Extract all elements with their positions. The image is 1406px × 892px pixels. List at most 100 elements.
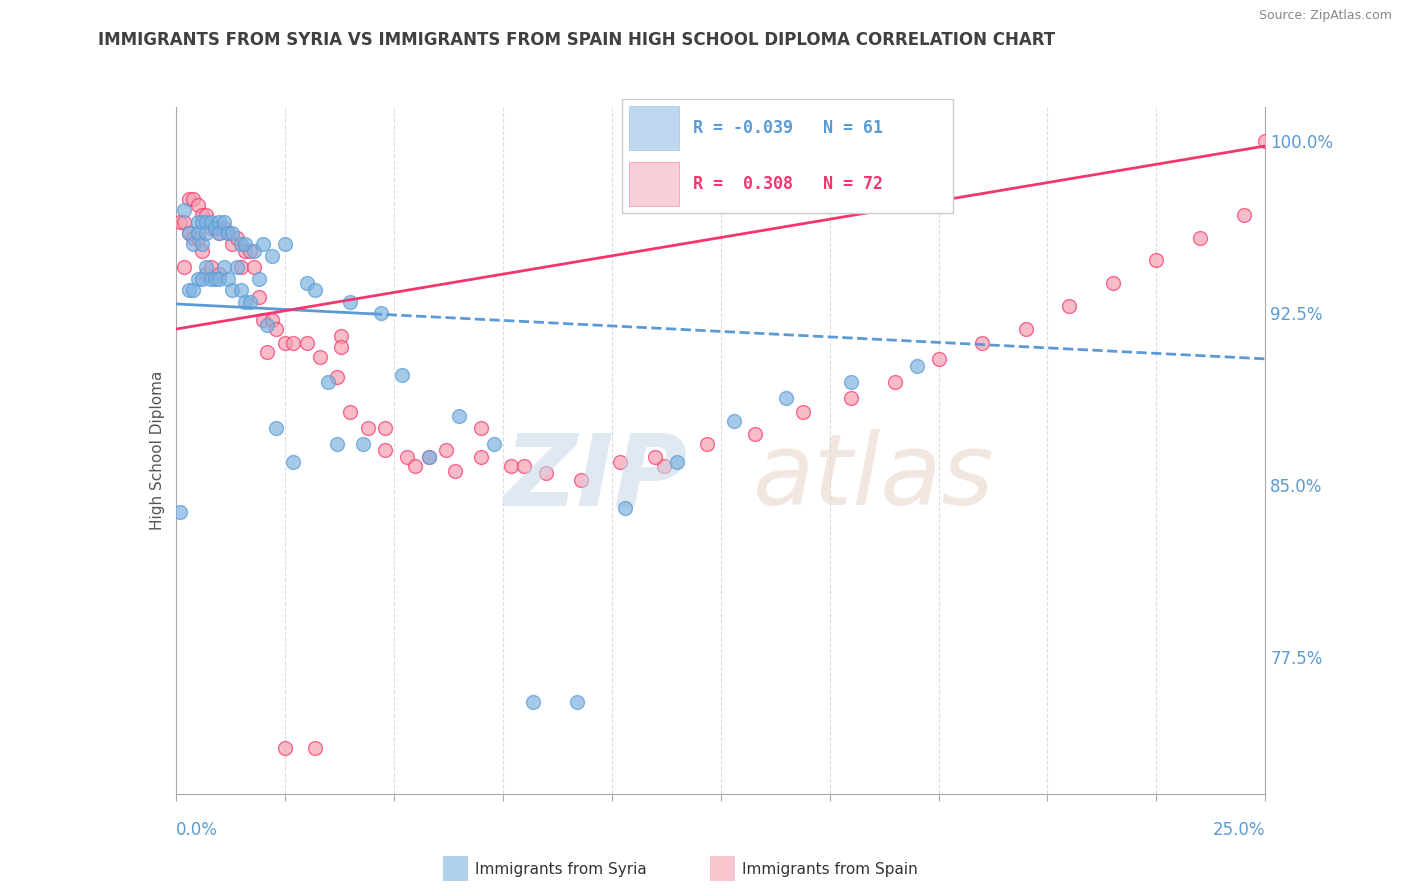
- Text: Immigrants from Spain: Immigrants from Spain: [742, 863, 918, 877]
- Point: [169, 505, 191, 519]
- Point: [374, 420, 396, 434]
- Point: [235, 244, 257, 259]
- Point: [169, 214, 191, 228]
- Point: [235, 294, 257, 309]
- Point: [212, 260, 235, 275]
- Point: [195, 267, 218, 281]
- Point: [252, 313, 274, 327]
- Point: [482, 436, 505, 450]
- Point: [418, 450, 440, 465]
- Text: 0.0%: 0.0%: [176, 822, 218, 839]
- Point: [208, 267, 231, 281]
- Text: Source: ZipAtlas.com: Source: ZipAtlas.com: [1258, 9, 1392, 22]
- Point: [522, 695, 544, 709]
- Point: [247, 290, 270, 304]
- Point: [339, 294, 361, 309]
- Point: [181, 237, 204, 252]
- Point: [1144, 253, 1167, 268]
- Point: [374, 443, 396, 458]
- Point: [208, 226, 231, 240]
- Point: [391, 368, 413, 382]
- Point: [181, 230, 204, 244]
- Point: [217, 271, 239, 285]
- Point: [200, 260, 222, 275]
- Point: [231, 283, 253, 297]
- Point: [208, 226, 231, 240]
- Point: [1102, 277, 1125, 291]
- Point: [274, 335, 297, 350]
- Point: [200, 214, 222, 228]
- Point: [217, 226, 239, 240]
- Point: [339, 404, 361, 418]
- Point: [191, 271, 214, 285]
- Point: [221, 237, 243, 252]
- FancyBboxPatch shape: [628, 162, 679, 206]
- Point: [225, 260, 247, 275]
- Point: [191, 208, 214, 222]
- Point: [260, 313, 283, 327]
- Point: [217, 226, 239, 240]
- Point: [173, 260, 195, 275]
- Point: [221, 226, 243, 240]
- Point: [304, 741, 326, 756]
- FancyBboxPatch shape: [628, 106, 679, 150]
- Point: [195, 214, 218, 228]
- Point: [744, 427, 766, 442]
- Point: [928, 351, 950, 366]
- Point: [212, 214, 235, 228]
- Point: [723, 414, 745, 428]
- Point: [613, 500, 636, 515]
- Point: [565, 695, 588, 709]
- Point: [696, 436, 718, 450]
- Point: [501, 459, 523, 474]
- Point: [200, 221, 222, 235]
- Point: [905, 359, 928, 373]
- Point: [177, 226, 200, 240]
- Text: 25.0%: 25.0%: [1213, 822, 1265, 839]
- Point: [1254, 135, 1277, 149]
- Point: [173, 203, 195, 218]
- Point: [243, 260, 266, 275]
- Y-axis label: High School Diploma: High School Diploma: [149, 371, 165, 530]
- Text: IMMIGRANTS FROM SYRIA VS IMMIGRANTS FROM SPAIN HIGH SCHOOL DIPLOMA CORRELATION C: IMMIGRANTS FROM SYRIA VS IMMIGRANTS FROM…: [98, 31, 1056, 49]
- Point: [283, 335, 305, 350]
- Point: [370, 306, 392, 320]
- Point: [1189, 230, 1212, 244]
- Point: [326, 436, 349, 450]
- Point: [326, 370, 349, 384]
- Point: [186, 226, 209, 240]
- Point: [418, 450, 440, 465]
- Point: [304, 283, 326, 297]
- Text: Immigrants from Syria: Immigrants from Syria: [475, 863, 647, 877]
- Point: [470, 450, 492, 465]
- Point: [569, 473, 592, 487]
- Point: [1057, 299, 1080, 313]
- Point: [191, 237, 214, 252]
- Point: [1015, 322, 1038, 336]
- FancyBboxPatch shape: [621, 99, 953, 213]
- Point: [970, 335, 993, 350]
- Point: [200, 271, 222, 285]
- Point: [177, 283, 200, 297]
- Point: [318, 375, 340, 389]
- Point: [792, 404, 814, 418]
- Point: [609, 455, 631, 469]
- Point: [181, 192, 204, 206]
- Text: R = -0.039   N = 61: R = -0.039 N = 61: [693, 120, 883, 137]
- Point: [195, 260, 218, 275]
- Point: [283, 455, 305, 469]
- Point: [308, 350, 330, 364]
- Point: [274, 237, 297, 252]
- Point: [186, 198, 209, 212]
- Point: [356, 420, 378, 434]
- Point: [1232, 208, 1256, 222]
- Point: [186, 230, 209, 244]
- Point: [252, 237, 274, 252]
- Point: [513, 459, 536, 474]
- Point: [264, 322, 287, 336]
- Point: [239, 294, 262, 309]
- Point: [195, 208, 218, 222]
- Point: [212, 221, 235, 235]
- Point: [247, 271, 270, 285]
- Point: [841, 375, 863, 389]
